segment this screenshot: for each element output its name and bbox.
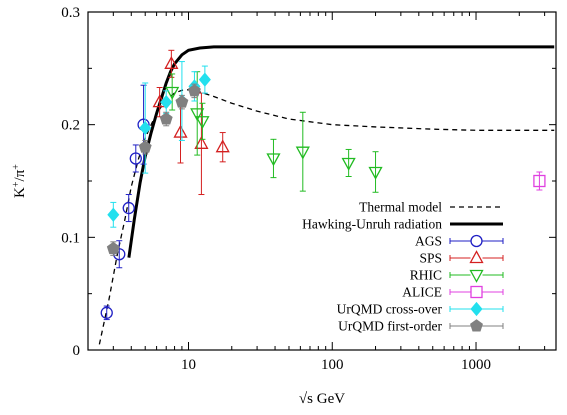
y-tick-label: 0.1 <box>61 230 80 246</box>
legend-marker <box>470 319 483 332</box>
legend-entry-rhic: RHIC <box>410 268 504 283</box>
data-point <box>533 174 546 188</box>
data-point <box>195 116 210 130</box>
data-point <box>187 84 201 97</box>
ticks-layer: 0 0.1 0.2 0.3 10 100 1000 <box>61 5 556 373</box>
data-point <box>198 72 211 87</box>
data-point <box>107 207 120 222</box>
plot-frame <box>87 11 557 351</box>
data-point <box>173 124 188 138</box>
series-sps <box>152 49 230 196</box>
series-urqmd-first-order <box>106 83 201 256</box>
y-axis-title-sup2: + <box>11 164 22 170</box>
legend-label: AGS <box>415 234 442 249</box>
markers-layer <box>100 49 546 321</box>
legend-label: UrQMD first-order <box>338 319 442 334</box>
legend-entry-thermal-model: Thermal model <box>359 200 503 215</box>
data-point <box>160 95 173 110</box>
x-tick-label: 100 <box>321 357 344 373</box>
legend-entry-urqmd-cross-over: UrQMD cross-over <box>337 301 504 317</box>
x-tick-label: 1000 <box>461 357 491 373</box>
x-axis-title: √s GeV <box>299 391 345 407</box>
legend-label: Thermal model <box>359 200 442 215</box>
legend-marker <box>470 301 483 317</box>
data-point <box>165 86 180 100</box>
data-point <box>159 112 173 125</box>
legend-label: ALICE <box>402 285 442 300</box>
y-axis-title-mid: /π <box>12 169 28 181</box>
legend-entry-urqmd-first-order: UrQMD first-order <box>338 319 504 334</box>
data-point <box>368 166 383 180</box>
legend-marker-bg <box>470 252 483 264</box>
y-tick-label: 0 <box>73 343 81 359</box>
legend-marker <box>469 250 484 264</box>
series-ags <box>100 84 150 321</box>
series-alice <box>533 171 546 191</box>
data-point <box>138 140 152 153</box>
legend-label: SPS <box>419 251 442 266</box>
data-point <box>341 157 356 171</box>
legend-label: RHIC <box>410 268 442 283</box>
data-point <box>100 306 113 319</box>
legend-marker <box>470 285 483 299</box>
legend-label: Hawking-Unruh radiation <box>302 217 442 232</box>
legend: Thermal model Hawking-Unruh radiation AGS S… <box>302 200 504 334</box>
data-point <box>139 120 152 136</box>
data-point <box>295 146 310 160</box>
legend-entry-hawking-unruh-radiation: Hawking-Unruh radiation <box>302 217 503 232</box>
data-point <box>194 135 209 149</box>
legend-marker-bg <box>470 235 483 247</box>
y-tick-label: 0.2 <box>61 118 80 134</box>
data-point <box>122 201 135 215</box>
data-point <box>215 139 230 153</box>
data-point <box>175 95 189 108</box>
legend-entry-sps: SPS <box>419 250 504 266</box>
legend-marker-bg <box>470 286 483 298</box>
legend-entry-alice: ALICE <box>402 285 504 300</box>
curves-layer <box>98 45 555 345</box>
legend-label: UrQMD cross-over <box>337 302 443 317</box>
y-axis-title-sup1: + <box>11 181 22 187</box>
data-point <box>129 152 142 165</box>
data-point <box>266 153 281 167</box>
curve-thermal-model <box>98 89 555 345</box>
legend-entry-ags: AGS <box>415 234 504 249</box>
data-point <box>164 55 179 69</box>
y-axis-title-base: K <box>12 187 28 198</box>
y-axis-title: K+/π+ <box>11 164 29 198</box>
data-point <box>106 241 120 255</box>
legend-marker <box>470 234 483 248</box>
data-point <box>190 108 205 122</box>
legend-marker-bg <box>470 269 483 281</box>
x-tick-label: 10 <box>181 357 196 373</box>
y-tick-label: 0.3 <box>61 5 80 21</box>
legend-marker <box>469 269 484 283</box>
